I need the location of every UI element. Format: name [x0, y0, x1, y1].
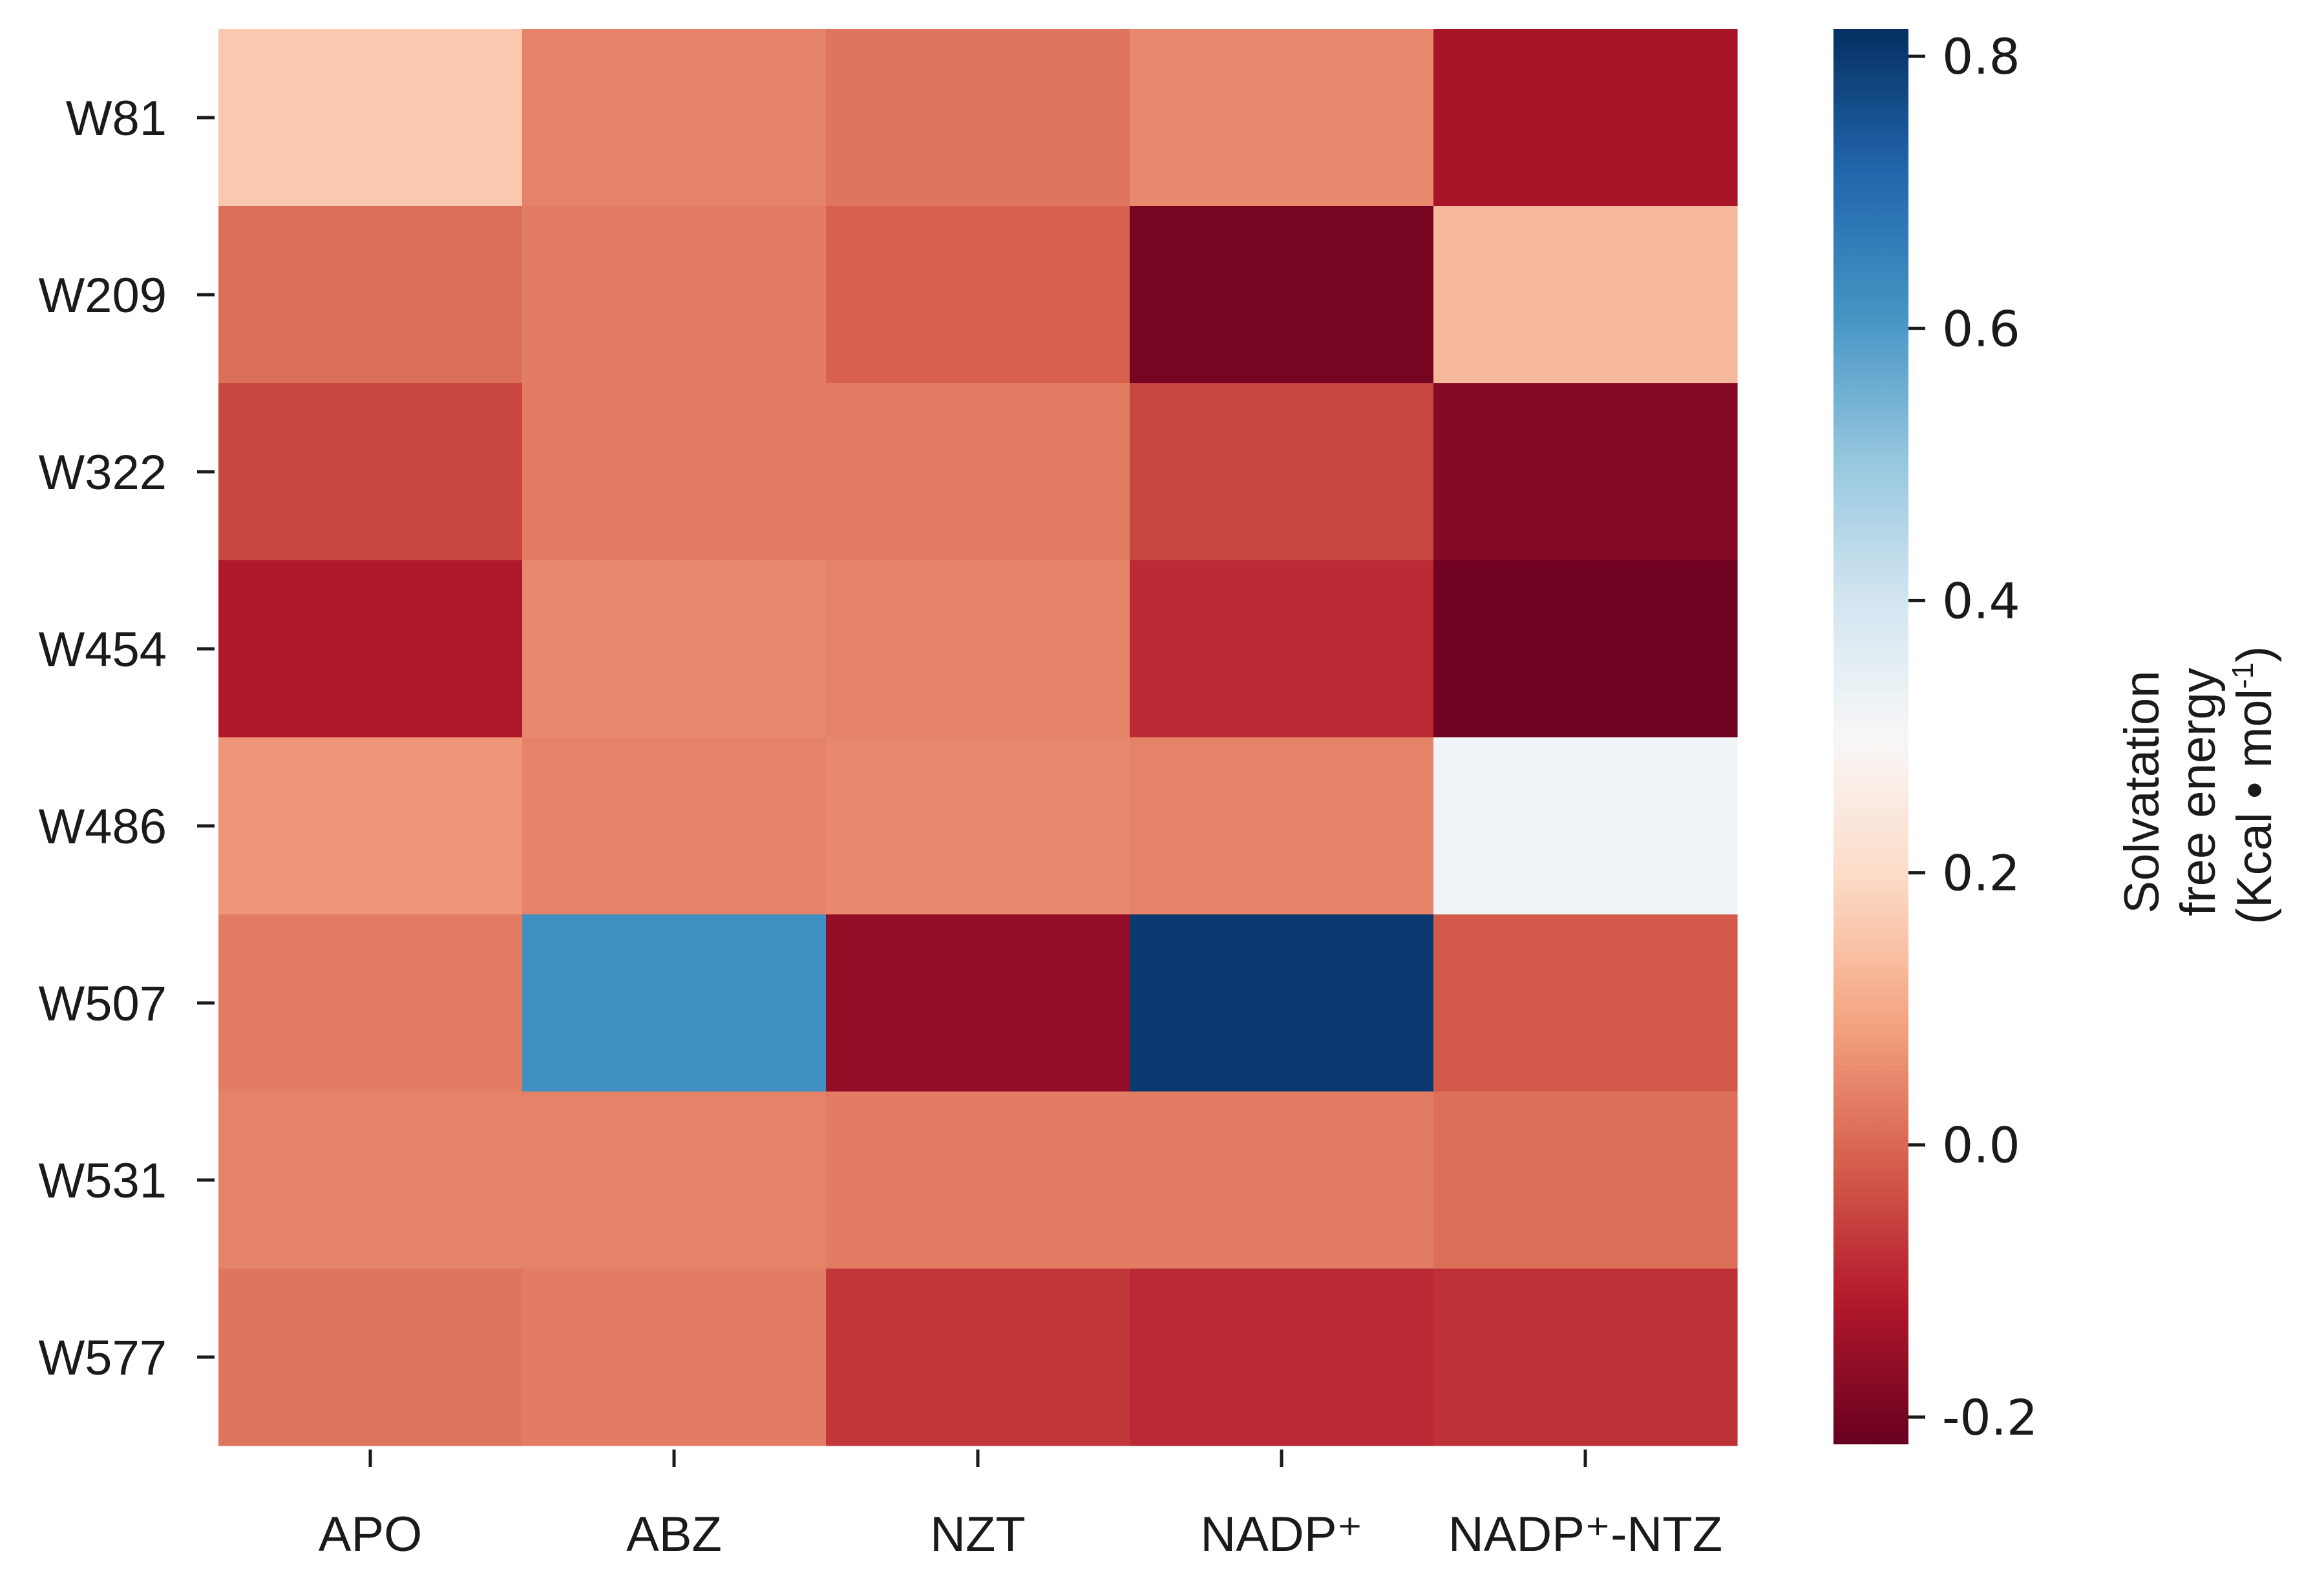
colorbar-title: Solvatation free energy (Kcal • mol-1): [2115, 646, 2282, 925]
colorbar-tick-label: 0.6: [1942, 300, 2020, 357]
cell-w486-2: [826, 737, 1130, 915]
row-label-w209: W209: [38, 268, 167, 323]
cell-w486-4: [1433, 737, 1738, 915]
colorbar-tick-label: 0.2: [1942, 845, 2020, 902]
column-label-0: APO: [319, 1507, 423, 1562]
cell-w531-4: [1433, 1091, 1738, 1269]
cell-w322-1: [522, 383, 827, 561]
row-label-w531: W531: [38, 1154, 167, 1208]
cell-w209-4: [1433, 206, 1738, 384]
cell-w322-3: [1130, 383, 1434, 561]
unit-suffix: ): [2227, 646, 2282, 662]
cell-w531-2: [826, 1091, 1130, 1269]
unit-mol: mol: [2227, 689, 2282, 768]
heatmap-cells: [218, 29, 1738, 1446]
column-axis: APO ABZ NZT NADP⁺ NADP⁺-NTZ: [319, 1450, 1722, 1562]
cell-w81-0: [218, 29, 523, 207]
cell-w507-0: [218, 914, 523, 1092]
row-label-w577: W577: [38, 1331, 167, 1386]
unit-prefix: (Kcal: [2227, 812, 2282, 924]
cell-w81-3: [1130, 29, 1434, 207]
colorbar-tick-label: -0.2: [1942, 1389, 2038, 1446]
cell-w486-3: [1130, 737, 1434, 915]
colorbar-title-line-3: (Kcal • mol-1): [2226, 646, 2282, 925]
cell-w507-1: [522, 914, 827, 1092]
cell-w507-3: [1130, 914, 1434, 1092]
cell-w81-2: [826, 29, 1130, 207]
colorbar-tick-label: 0.8: [1942, 28, 2020, 85]
row-label-w486: W486: [38, 799, 167, 854]
column-label-3: NADP⁺: [1200, 1507, 1362, 1562]
cell-w209-2: [826, 206, 1130, 384]
cell-w454-4: [1433, 560, 1738, 738]
column-label-2: NZT: [930, 1507, 1026, 1562]
cell-w507-4: [1433, 914, 1738, 1092]
cell-w454-0: [218, 560, 523, 738]
cell-w486-0: [218, 737, 523, 915]
cell-w322-2: [826, 383, 1130, 561]
cell-w577-1: [522, 1269, 827, 1446]
cell-w322-4: [1433, 383, 1738, 561]
row-label-w454: W454: [38, 622, 167, 677]
cell-w486-1: [522, 737, 827, 915]
colorbar-tick-label: 0.4: [1942, 572, 2020, 629]
cell-w507-2: [826, 914, 1130, 1092]
cell-w209-0: [218, 206, 523, 384]
cell-w322-0: [218, 383, 523, 561]
cell-w577-0: [218, 1269, 523, 1446]
colorbar-tick-label: 0.0: [1942, 1117, 2020, 1174]
unit-superscript: -1: [2226, 662, 2259, 689]
colorbar-title-line-2: free energy: [2171, 668, 2226, 916]
cell-w531-1: [522, 1091, 827, 1269]
cell-w81-1: [522, 29, 827, 207]
cell-w209-3: [1130, 206, 1434, 384]
cell-w81-4: [1433, 29, 1738, 207]
colorbar-ticks: -0.2 0.0 0.2 0.4 0.6 0.8: [1908, 28, 2038, 1446]
cell-w209-1: [522, 206, 827, 384]
cell-w577-2: [826, 1269, 1130, 1446]
cell-w454-1: [522, 560, 827, 738]
cell-w577-3: [1130, 1269, 1434, 1446]
cell-w531-0: [218, 1091, 523, 1269]
cell-w531-3: [1130, 1091, 1434, 1269]
colorbar-title-line-1: Solvatation: [2115, 671, 2170, 914]
cell-w454-3: [1130, 560, 1434, 738]
row-label-w322: W322: [38, 445, 167, 500]
row-label-w507: W507: [38, 976, 167, 1031]
cell-w577-4: [1433, 1269, 1738, 1446]
row-label-w81: W81: [66, 91, 167, 146]
column-label-4: NADP⁺-NTZ: [1448, 1507, 1722, 1562]
row-axis: W81 W209 W322 W454 W486 W507 W531 W577: [38, 91, 215, 1386]
column-label-1: ABZ: [626, 1507, 722, 1562]
cell-w454-2: [826, 560, 1130, 738]
colorbar: [1833, 29, 1908, 1444]
